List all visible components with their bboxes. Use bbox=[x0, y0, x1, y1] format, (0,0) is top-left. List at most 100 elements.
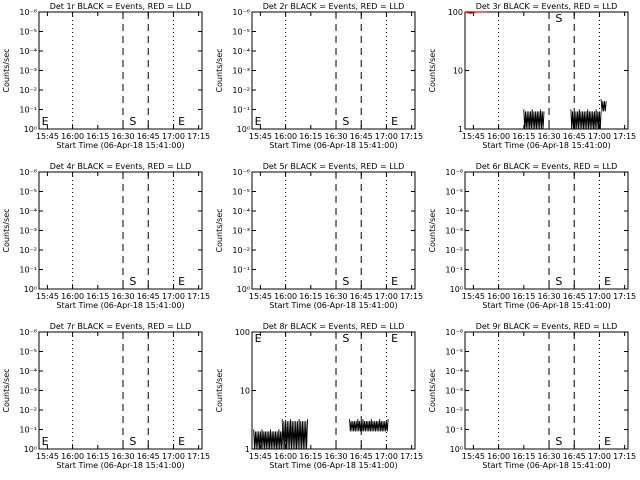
y-tick-label: 10⁰ bbox=[237, 285, 250, 294]
x-tick-label: 17:15 bbox=[187, 452, 210, 461]
y-tick-label: 10⁻⁶ bbox=[19, 168, 37, 177]
time-marker-label: S bbox=[555, 275, 562, 288]
y-tick-label: 10⁻⁴ bbox=[445, 207, 463, 216]
x-tick-label: 16:00 bbox=[61, 452, 84, 461]
y-tick-label: 10⁻⁴ bbox=[19, 207, 37, 216]
time-marker-label: S bbox=[129, 115, 136, 128]
x-axis-label: Start Time (06-Apr-18 15:41:00) bbox=[269, 461, 397, 470]
chart-title: Det 5r BLACK = Events, RED = LLD bbox=[263, 162, 405, 171]
x-tick-label: 16:00 bbox=[274, 292, 297, 301]
y-tick-label: 10 bbox=[240, 387, 250, 396]
y-tick-label: 10⁻³ bbox=[19, 387, 37, 396]
time-marker-label: E bbox=[391, 115, 398, 128]
x-tick-label: 15:45 bbox=[36, 132, 59, 141]
y-tick-label: 10⁻² bbox=[19, 406, 37, 415]
time-marker-label: E bbox=[42, 115, 49, 128]
series-events-trace bbox=[600, 99, 607, 112]
time-marker-label: S bbox=[129, 435, 136, 448]
y-tick-label: 10⁻² bbox=[232, 86, 250, 95]
x-tick-label: 16:15 bbox=[512, 132, 535, 141]
y-tick-label: 100 bbox=[235, 328, 250, 337]
time-marker-label: E bbox=[391, 275, 398, 288]
x-tick-label: 17:15 bbox=[187, 292, 210, 301]
x-tick-label: 16:30 bbox=[111, 132, 134, 141]
y-axis-label: Counts/sec bbox=[428, 208, 437, 252]
time-marker-label: E bbox=[178, 275, 185, 288]
x-axis-label: Start Time (06-Apr-18 15:41:00) bbox=[269, 301, 397, 310]
x-tick-label: 16:30 bbox=[324, 292, 347, 301]
plot-frame bbox=[38, 11, 203, 130]
x-tick-label: 16:00 bbox=[487, 452, 510, 461]
x-tick-label: 16:00 bbox=[274, 452, 297, 461]
y-axis-label: Counts/sec bbox=[2, 208, 11, 252]
x-tick-label: 16:15 bbox=[299, 292, 322, 301]
plot-frame bbox=[464, 11, 629, 130]
x-tick-label: 17:00 bbox=[375, 292, 398, 301]
chart-title: Det 3r BLACK = Events, RED = LLD bbox=[476, 2, 618, 11]
time-marker-label: S bbox=[342, 115, 349, 128]
y-tick-label: 10⁰ bbox=[237, 125, 250, 134]
x-tick-label: 16:30 bbox=[111, 452, 134, 461]
x-axis-label: Start Time (06-Apr-18 15:41:00) bbox=[269, 141, 397, 150]
x-tick-label: 16:45 bbox=[563, 292, 586, 301]
time-marker-label: S bbox=[555, 12, 562, 25]
y-tick-label: 10⁻⁴ bbox=[232, 207, 250, 216]
x-tick-label: 17:15 bbox=[613, 132, 636, 141]
series-events-trace bbox=[349, 419, 364, 432]
x-tick-label: 16:30 bbox=[537, 452, 560, 461]
y-tick-label: 10⁻³ bbox=[445, 227, 463, 236]
time-marker-label: E bbox=[391, 332, 398, 345]
series-events-trace bbox=[362, 419, 389, 432]
x-tick-label: 16:45 bbox=[137, 132, 160, 141]
x-tick-label: 16:45 bbox=[563, 452, 586, 461]
chart-svg: Det 3r BLACK = Events, RED = LLD Counts/s… bbox=[428, 2, 636, 150]
x-tick-label: 17:15 bbox=[400, 132, 423, 141]
y-tick-label: 10⁻⁴ bbox=[232, 47, 250, 56]
detector-panel-2: Det 2r BLACK = Events, RED = LLD Counts/s… bbox=[213, 0, 426, 160]
x-axis-label: Start Time (06-Apr-18 15:41:00) bbox=[56, 301, 184, 310]
x-tick-label: 17:15 bbox=[613, 452, 636, 461]
x-tick-label: 17:00 bbox=[588, 292, 611, 301]
chart-svg: Det 7r BLACK = Events, RED = LLD Counts/s… bbox=[2, 322, 210, 470]
y-tick-label: 10⁻² bbox=[445, 246, 463, 255]
y-tick-label: 10⁻⁴ bbox=[19, 47, 37, 56]
y-tick-label: 10⁻⁵ bbox=[19, 188, 37, 197]
chart-svg: Det 5r BLACK = Events, RED = LLD Counts/s… bbox=[215, 162, 423, 310]
x-tick-label: 15:45 bbox=[249, 452, 272, 461]
y-tick-label: 10⁻⁶ bbox=[445, 328, 463, 337]
detector-panel-6: Det 6r BLACK = Events, RED = LLD Counts/s… bbox=[426, 160, 639, 320]
x-tick-label: 17:00 bbox=[162, 132, 185, 141]
x-tick-label: 16:30 bbox=[324, 452, 347, 461]
y-tick-label: 10⁻⁵ bbox=[19, 348, 37, 357]
y-tick-label: 10⁻⁵ bbox=[445, 188, 463, 197]
detector-panel-4: Det 4r BLACK = Events, RED = LLD Counts/s… bbox=[0, 160, 213, 320]
chart-svg: Det 8r BLACK = Events, RED = LLD Counts/s… bbox=[215, 322, 423, 470]
y-tick-label: 1 bbox=[458, 125, 463, 134]
plot-frame bbox=[38, 331, 203, 450]
y-tick-label: 10⁻³ bbox=[445, 387, 463, 396]
chart-svg: Det 4r BLACK = Events, RED = LLD Counts/s… bbox=[2, 162, 210, 310]
x-tick-label: 16:15 bbox=[86, 452, 109, 461]
x-tick-label: 16:15 bbox=[299, 452, 322, 461]
y-tick-label: 10⁻² bbox=[19, 246, 37, 255]
x-tick-label: 16:15 bbox=[86, 132, 109, 141]
y-axis-label: Counts/sec bbox=[2, 48, 11, 92]
x-tick-label: 17:15 bbox=[187, 132, 210, 141]
x-tick-label: 17:00 bbox=[588, 452, 611, 461]
x-tick-label: 15:45 bbox=[36, 452, 59, 461]
y-tick-label: 10⁻⁶ bbox=[19, 8, 37, 17]
x-tick-label: 17:15 bbox=[613, 292, 636, 301]
chart-title: Det 7r BLACK = Events, RED = LLD bbox=[50, 322, 192, 331]
x-tick-label: 16:30 bbox=[537, 292, 560, 301]
x-tick-label: 17:00 bbox=[375, 132, 398, 141]
x-tick-label: 16:15 bbox=[86, 292, 109, 301]
y-axis-label: Counts/sec bbox=[428, 368, 437, 412]
y-tick-label: 10⁻³ bbox=[19, 227, 37, 236]
y-tick-label: 10⁻³ bbox=[232, 227, 250, 236]
y-tick-label: 10⁻³ bbox=[232, 67, 250, 76]
y-tick-label: 10⁻⁴ bbox=[445, 367, 463, 376]
x-tick-label: 16:30 bbox=[537, 132, 560, 141]
y-tick-label: 10⁻² bbox=[445, 406, 463, 415]
y-tick-label: 100 bbox=[448, 8, 463, 17]
